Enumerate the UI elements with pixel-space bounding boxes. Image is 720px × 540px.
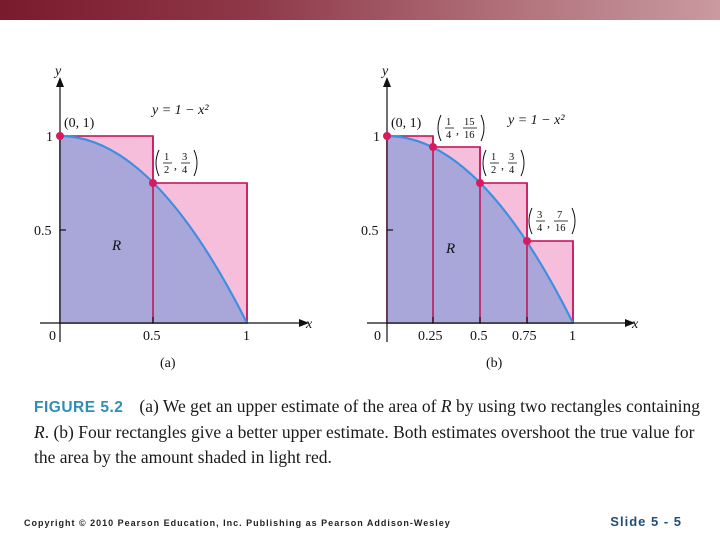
point-label-b-0-1: (0, 1)	[391, 116, 422, 131]
frac-num: 1	[446, 117, 451, 128]
frac-num: 7	[557, 210, 562, 221]
point-label-b-half: 1 2 , 3 4	[482, 149, 525, 177]
frac-den: 16	[464, 130, 475, 141]
point-label-a-0-1: (0, 1)	[64, 116, 95, 131]
frac-num: 1	[164, 152, 169, 163]
title-bar	[0, 0, 720, 20]
y-tick-label-b-half: 0.5	[361, 224, 379, 239]
caption-region: R	[440, 396, 452, 416]
figure-5-2: y x 1 0.5 0 0.5 1 (0, 1) y = 1 − x² R (a…	[34, 64, 639, 371]
x-arrow-a	[299, 319, 309, 327]
frac-num: 15	[464, 117, 475, 128]
point-b-0	[383, 132, 391, 140]
point-b-threequarter	[523, 237, 531, 245]
point-a-0-1	[56, 132, 64, 140]
x-tick-label-b-quarter: 0.25	[418, 329, 443, 344]
x-tick-label-a-0: 0	[49, 329, 56, 344]
frac-num: 3	[509, 152, 514, 163]
y-tick-label-b-1: 1	[373, 130, 380, 145]
region-label-a: R	[111, 238, 121, 254]
point-a-half	[149, 179, 157, 187]
svg-text:,: ,	[501, 158, 504, 172]
point-label-b-quarter: 1 4 , 15 16	[437, 114, 485, 142]
region-label-b: R	[445, 241, 455, 257]
panel-b: y x 1 0.5 0 0.25 0.5 0.75 1 (0, 1) y = 1…	[361, 64, 639, 371]
x-tick-label-b-threequarter: 0.75	[512, 329, 537, 344]
frac-den: 4	[509, 165, 515, 176]
y-tick-label-a-1: 1	[46, 130, 53, 145]
frac-den: 16	[555, 223, 566, 234]
frac-den: 2	[491, 165, 496, 176]
frac-num: 3	[182, 152, 187, 163]
x-tick-label-b-1: 1	[569, 329, 576, 344]
svg-text:,: ,	[174, 158, 177, 172]
svg-text:,: ,	[547, 216, 550, 230]
y-tick-label-a-half: 0.5	[34, 224, 52, 239]
x-axis-label-a: x	[305, 317, 313, 332]
x-tick-label-a-half: 0.5	[143, 329, 161, 344]
figure-caption: FIGURE 5.2 (a) We get an upper estimate o…	[34, 394, 704, 470]
frac-den: 4	[446, 130, 452, 141]
curve-label-a: y = 1 − x²	[150, 103, 209, 118]
curve-label-b: y = 1 − x²	[506, 113, 565, 128]
caption-text: (a) We get an upper estimate of the area…	[139, 396, 441, 416]
caption-text: . (b) Four rectangles give a better uppe…	[34, 422, 695, 467]
frac-den: 2	[164, 165, 169, 176]
frac-den: 4	[537, 223, 543, 234]
x-arrow-b	[625, 319, 635, 327]
point-label-b-threequarter: 3 4 , 7 16	[528, 207, 576, 235]
caption-region: R	[34, 422, 45, 442]
x-axis-label-b: x	[631, 317, 639, 332]
x-tick-label-b-half: 0.5	[470, 329, 488, 344]
frac-num: 3	[537, 210, 542, 221]
y-axis-label-b: y	[380, 64, 389, 79]
x-tick-label-b-0: 0	[374, 329, 381, 344]
point-b-quarter	[429, 143, 437, 151]
panel-a: y x 1 0.5 0 0.5 1 (0, 1) y = 1 − x² R (a…	[34, 64, 313, 371]
panel-tag-b: (b)	[486, 356, 503, 371]
frac-num: 1	[491, 152, 496, 163]
figure-label: FIGURE 5.2	[34, 399, 124, 416]
copyright-notice: Copyright © 2010 Pearson Education, Inc.…	[24, 518, 451, 528]
y-arrow-b	[383, 77, 391, 87]
y-arrow-a	[56, 77, 64, 87]
frac-den: 4	[182, 165, 188, 176]
point-label-a-half: 1 2 , 3 4	[155, 149, 198, 177]
caption-text: by using two rectangles containing	[451, 396, 700, 416]
svg-text:,: ,	[456, 123, 459, 137]
y-axis-label-a: y	[53, 64, 62, 79]
panel-tag-a: (a)	[160, 356, 176, 371]
x-tick-label-a-1: 1	[243, 329, 250, 344]
slide-number: Slide 5 - 5	[610, 514, 682, 529]
point-b-half	[476, 179, 484, 187]
